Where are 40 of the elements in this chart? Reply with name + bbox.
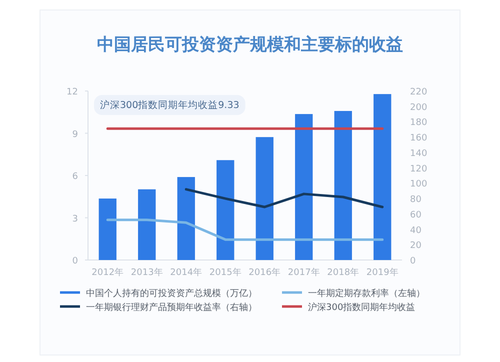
y2-tick-label: 120 <box>410 164 428 174</box>
bar <box>216 160 234 260</box>
x-tick-label: 2015年 <box>209 267 242 278</box>
bar <box>334 110 352 260</box>
y-tick-label: 6 <box>72 172 78 182</box>
y2-tick-label: 160 <box>410 134 428 144</box>
bar <box>374 94 392 260</box>
bar <box>138 189 156 260</box>
bar <box>256 137 274 260</box>
y-tick-label: 0 <box>72 256 78 266</box>
legend-label: 一年期银行理财产品预期年收益率（右轴） <box>86 302 257 313</box>
line-series <box>184 188 384 208</box>
y-tick-label: 9 <box>72 130 78 140</box>
x-tick-label: 2019年 <box>366 267 398 278</box>
y-tick-label: 12 <box>66 88 78 98</box>
x-tick-label: 2016年 <box>248 267 281 278</box>
y2-tick-label: 180 <box>410 118 428 128</box>
x-tick-label: 2014年 <box>170 267 202 278</box>
x-tick-label: 2012年 <box>92 267 124 278</box>
legend-label: 一年期定期存款利率（左轴） <box>308 288 425 299</box>
y2-tick-label: 80 <box>410 195 422 206</box>
y2-tick-label: 40 <box>410 226 422 236</box>
y2-tick-label: 20 <box>410 241 422 252</box>
y2-tick-label: 140 <box>410 148 428 159</box>
x-tick-label: 2017年 <box>288 267 320 278</box>
legend-label: 中国个人持有的可投资资产总规模（万亿） <box>86 288 257 299</box>
x-tick-label: 2013年 <box>130 267 163 278</box>
bar <box>98 198 116 260</box>
y2-tick-label: 100 <box>410 180 428 190</box>
y-tick-label: 3 <box>72 214 78 224</box>
bar <box>177 177 195 260</box>
bar <box>295 114 313 260</box>
y2-tick-label: 200 <box>410 102 428 113</box>
y2-tick-label: 220 <box>410 88 428 98</box>
chart-title: 中国居民可投资资产规模和主要标的收益 <box>97 35 403 55</box>
x-tick-label: 2018年 <box>327 267 360 278</box>
y2-tick-label: 60 <box>410 210 422 220</box>
y2-tick-label: 0 <box>410 256 416 266</box>
annotation: 沪深300指数同期年均收益9.33 <box>100 99 240 111</box>
legend-label: 沪深300指数同期年均收益 <box>308 302 416 313</box>
